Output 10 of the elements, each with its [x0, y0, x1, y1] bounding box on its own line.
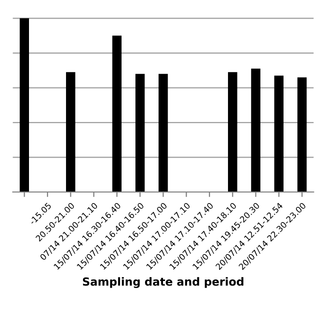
x-axis-title: Sampling date and period [82, 277, 244, 288]
bar [135, 74, 145, 192]
bar [297, 77, 307, 192]
bar [274, 76, 284, 192]
bar [228, 72, 238, 192]
bar [66, 72, 76, 192]
bar [20, 18, 29, 192]
bar [158, 74, 168, 192]
bar [251, 68, 260, 192]
bar [112, 36, 122, 192]
